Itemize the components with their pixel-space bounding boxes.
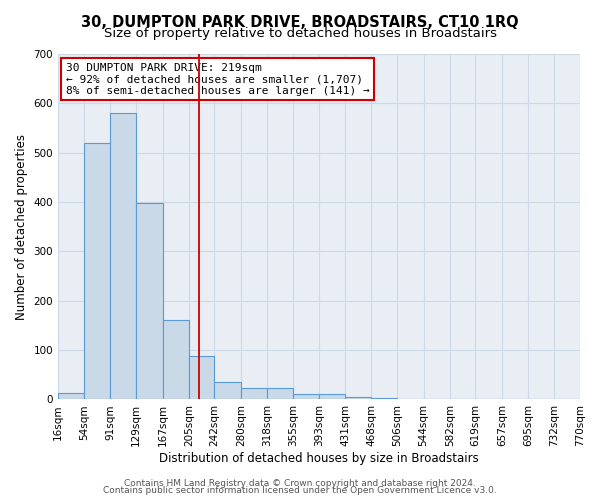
Y-axis label: Number of detached properties: Number of detached properties	[15, 134, 28, 320]
Text: Contains public sector information licensed under the Open Government Licence v3: Contains public sector information licen…	[103, 486, 497, 495]
Bar	[110, 113, 136, 400]
Bar	[136, 202, 163, 400]
Bar	[58, 393, 85, 400]
X-axis label: Distribution of detached houses by size in Broadstairs: Distribution of detached houses by size …	[159, 452, 479, 465]
Bar	[214, 382, 241, 400]
Bar	[267, 388, 293, 400]
Text: 30, DUMPTON PARK DRIVE, BROADSTAIRS, CT10 1RQ: 30, DUMPTON PARK DRIVE, BROADSTAIRS, CT1…	[81, 15, 519, 30]
Bar	[241, 388, 267, 400]
Text: Size of property relative to detached houses in Broadstairs: Size of property relative to detached ho…	[104, 28, 497, 40]
Bar	[371, 398, 397, 400]
Bar	[346, 397, 371, 400]
Bar	[85, 144, 110, 400]
Text: 30 DUMPTON PARK DRIVE: 219sqm
← 92% of detached houses are smaller (1,707)
8% of: 30 DUMPTON PARK DRIVE: 219sqm ← 92% of d…	[66, 62, 370, 96]
Bar	[293, 394, 319, 400]
Text: Contains HM Land Registry data © Crown copyright and database right 2024.: Contains HM Land Registry data © Crown c…	[124, 478, 476, 488]
Bar	[189, 356, 214, 400]
Bar	[319, 394, 346, 400]
Bar	[163, 320, 189, 400]
